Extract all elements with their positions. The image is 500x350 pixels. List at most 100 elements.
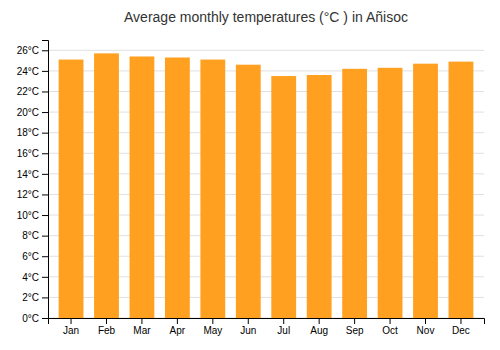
x-tick: Feb [98, 318, 116, 336]
x-tick-mark [71, 318, 72, 324]
y-tick-mark [42, 71, 48, 72]
y-tick-label: 14°C [17, 169, 39, 180]
x-tick-label: May [203, 325, 222, 336]
x-tick-mark [283, 318, 284, 324]
y-tick: 14°C [17, 169, 48, 180]
y-tick: 16°C [17, 148, 48, 159]
plot: 0°C 2°C 4°C 6°C 8°C 10°C 12°C 14°C 16°C 18°C 20°C 2… [17, 41, 485, 337]
x-tick-label: Mar [133, 325, 151, 336]
x-tick: Jun [240, 318, 256, 336]
y-tick-mark [42, 215, 48, 216]
y-tick-mark [42, 112, 48, 113]
x-axis: Jan Feb Mar Apr May Jun Jul Aug Sep Oct Nov Dec [49, 318, 485, 336]
x-tick: Nov [417, 318, 435, 336]
x-tick-mark [106, 318, 107, 324]
y-tick-label: 26°C [17, 45, 39, 56]
bar [59, 60, 84, 318]
x-tick-label: Apr [170, 325, 186, 336]
x-tick-mark [354, 318, 355, 324]
y-tick-label: 8°C [22, 230, 39, 241]
y-tick-mark [42, 91, 48, 92]
y-tick: 0°C [22, 313, 48, 324]
x-tick-label: Nov [417, 325, 435, 336]
y-tick-mark [42, 153, 48, 154]
y-tick-mark [42, 50, 48, 51]
y-tick: 22°C [17, 86, 48, 97]
chart: 0°C 2°C 4°C 6°C 8°C 10°C 12°C 14°C 16°C 18°C 20°C 2… [0, 0, 500, 350]
x-tick-mark [177, 318, 178, 324]
x-tick: Dec [452, 318, 470, 336]
grid-line [48, 50, 484, 51]
y-tick-mark [42, 236, 48, 237]
y-tick: 10°C [17, 210, 48, 221]
y-tick-label: 6°C [22, 251, 39, 262]
x-tick: Jul [277, 318, 290, 336]
x-tick-label: Jul [277, 325, 290, 336]
x-tick-mark [319, 318, 320, 324]
bar [165, 58, 190, 318]
y-tick-label: 10°C [17, 210, 39, 221]
y-tick-mark [42, 297, 48, 298]
y-tick-label: 22°C [17, 86, 39, 97]
x-tick-mark [212, 318, 213, 324]
y-tick-mark [42, 174, 48, 175]
grid [48, 50, 484, 318]
x-tick-label: Aug [310, 325, 328, 336]
bar [130, 56, 155, 318]
title: Average monthly temperatures (°C ) in Añ… [124, 9, 408, 25]
bar [271, 76, 296, 318]
bar [342, 69, 367, 318]
x-tick-label: Oct [382, 325, 398, 336]
y-tick: 8°C [22, 230, 48, 241]
y-tick-mark [42, 256, 48, 257]
bar [307, 75, 332, 318]
y-tick: 20°C [17, 107, 48, 118]
y-tick-label: 16°C [17, 148, 39, 159]
x-tick-mark [390, 318, 391, 324]
y-axis: 0°C 2°C 4°C 6°C 8°C 10°C 12°C 14°C 16°C 18°C 20°C 2… [17, 41, 49, 324]
y-axis-line [42, 41, 49, 319]
y-tick-label: 24°C [17, 66, 39, 77]
y-tick: 4°C [22, 272, 48, 283]
bar [236, 65, 261, 318]
y-tick-mark [42, 133, 48, 134]
x-tick: Oct [382, 318, 398, 336]
x-axis-line [49, 319, 485, 325]
y-tick: 12°C [17, 189, 48, 200]
x-tick-label: Jun [240, 325, 256, 336]
x-tick: Sep [346, 318, 364, 336]
bar [94, 53, 119, 318]
y-tick-label: 2°C [22, 292, 39, 303]
x-tick: Mar [133, 318, 151, 336]
y-tick: 18°C [17, 127, 48, 138]
x-tick-mark [460, 318, 461, 324]
y-tick: 2°C [22, 292, 48, 303]
y-tick-label: 0°C [22, 313, 39, 324]
y-tick-label: 12°C [17, 189, 39, 200]
y-tick-mark [42, 277, 48, 278]
y-tick: 6°C [22, 251, 48, 262]
x-tick: Apr [170, 318, 186, 336]
y-tick-mark [42, 318, 48, 319]
x-tick: Jan [63, 318, 79, 336]
bar [449, 62, 474, 318]
x-tick-label: Dec [452, 325, 470, 336]
y-tick: 24°C [17, 66, 48, 77]
y-tick-label: 18°C [17, 127, 39, 138]
x-tick: May [203, 318, 222, 336]
x-tick: Aug [310, 318, 328, 336]
bar [200, 60, 225, 318]
x-tick-mark [425, 318, 426, 324]
x-tick-label: Jan [63, 325, 79, 336]
x-tick-label: Sep [346, 325, 364, 336]
bar [413, 64, 438, 318]
bars [59, 53, 474, 318]
x-tick-label: Feb [98, 325, 116, 336]
y-tick-label: 4°C [22, 272, 39, 283]
y-tick-mark [42, 194, 48, 195]
bar [378, 68, 403, 318]
x-tick-mark [141, 318, 142, 324]
y-tick-label: 20°C [17, 107, 39, 118]
y-tick: 26°C [17, 45, 48, 56]
x-tick-mark [248, 318, 249, 324]
